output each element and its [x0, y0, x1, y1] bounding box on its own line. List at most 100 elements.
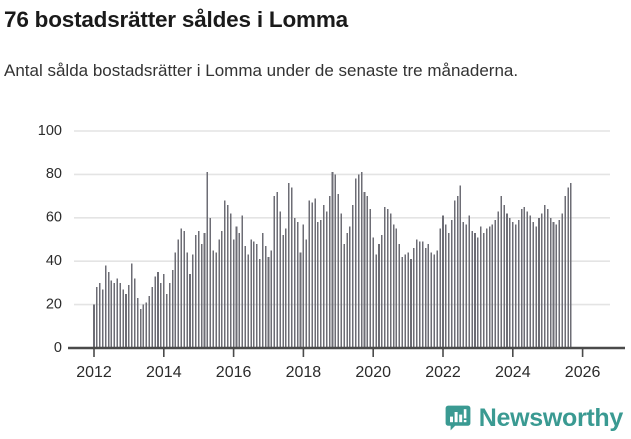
bar — [421, 241, 424, 348]
bar — [395, 228, 398, 348]
bar — [369, 209, 372, 348]
bar — [259, 259, 261, 348]
bar — [529, 215, 532, 348]
gridlines — [74, 130, 610, 306]
bar — [285, 228, 287, 348]
bar — [131, 263, 133, 348]
bar — [238, 232, 241, 348]
bar — [480, 226, 482, 348]
bar — [509, 217, 511, 348]
bar — [203, 232, 206, 348]
bar — [174, 252, 177, 348]
bar — [535, 226, 537, 348]
bar — [320, 219, 322, 348]
bar — [314, 198, 316, 348]
bar — [541, 213, 543, 348]
bar — [168, 282, 171, 348]
logo-wordmark: Newsworthy — [478, 404, 624, 432]
bar — [101, 289, 104, 348]
bar — [570, 183, 572, 348]
bar — [267, 256, 270, 348]
bar — [517, 219, 520, 348]
bar — [424, 248, 427, 348]
bar — [165, 293, 168, 348]
bar — [427, 243, 430, 348]
y-tick-label: 100 — [38, 123, 62, 139]
x-tick-label: 2020 — [355, 364, 391, 381]
bar — [482, 232, 485, 348]
bar — [360, 172, 363, 348]
bar — [113, 282, 116, 348]
bar — [398, 243, 401, 348]
bar — [119, 282, 121, 348]
bar — [354, 178, 357, 348]
bar — [293, 217, 296, 348]
bar — [229, 213, 232, 348]
bar — [177, 239, 180, 348]
bar — [128, 285, 130, 348]
bar — [416, 239, 418, 348]
bar — [439, 228, 441, 348]
bar — [273, 196, 276, 348]
bar — [157, 272, 159, 348]
bar — [512, 222, 514, 348]
highlight-value-label: 76 — [573, 120, 589, 124]
bar — [477, 237, 479, 348]
bar — [171, 269, 174, 348]
bar — [384, 206, 386, 348]
bar — [145, 302, 148, 348]
bar — [212, 250, 215, 348]
bar — [93, 304, 95, 348]
bar — [224, 200, 226, 348]
bar — [523, 206, 526, 348]
newsworthy-logo[interactable]: Newsworthy — [445, 405, 623, 431]
bar — [410, 259, 412, 348]
bar — [468, 215, 470, 348]
bar — [561, 213, 564, 348]
bar — [244, 246, 247, 348]
bar — [389, 213, 392, 348]
bar — [340, 213, 342, 348]
bar — [308, 200, 310, 348]
bar — [270, 250, 273, 348]
x-tick-label: 2014 — [146, 364, 182, 381]
bar — [462, 222, 465, 348]
bar — [564, 196, 566, 348]
bar — [232, 239, 235, 348]
bar — [567, 187, 569, 348]
bar — [250, 239, 252, 348]
bar — [381, 235, 383, 348]
bar — [544, 204, 546, 348]
plot-area: 0 20 40 60 80 100 2012 2014 2016 2018 2020 2022 202… — [0, 120, 631, 385]
bar — [436, 250, 438, 348]
bar — [386, 209, 389, 348]
x-tick-label: 2024 — [495, 364, 531, 381]
y-tick-label: 40 — [46, 253, 62, 269]
bar — [276, 191, 278, 348]
bar — [401, 256, 404, 348]
bar — [200, 243, 203, 348]
bar — [282, 235, 284, 348]
bar — [256, 243, 258, 348]
y-tick-label: 80 — [46, 166, 62, 182]
bar — [555, 224, 558, 348]
bar — [546, 209, 549, 348]
bar — [215, 252, 217, 348]
bar — [160, 282, 162, 348]
x-tick-label: 2018 — [286, 364, 322, 381]
bar — [125, 293, 127, 348]
bar — [532, 222, 534, 348]
bar — [497, 211, 500, 348]
bar — [503, 204, 505, 348]
bar — [366, 196, 369, 348]
bar — [151, 287, 153, 348]
bar — [418, 241, 421, 348]
bar — [139, 308, 142, 348]
bar — [378, 243, 380, 348]
y-tick-label: 0 — [54, 340, 62, 356]
x-tick-label: 2022 — [425, 364, 461, 381]
bar — [346, 232, 348, 348]
bar — [325, 211, 328, 348]
bar — [247, 254, 249, 348]
y-tick-label: 20 — [46, 296, 62, 312]
